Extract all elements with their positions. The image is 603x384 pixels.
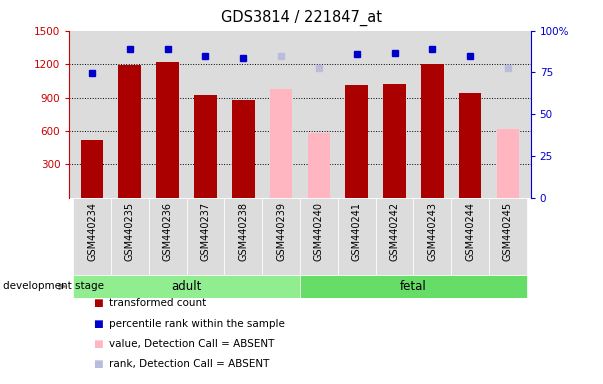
Text: GSM440234: GSM440234 [87,202,97,261]
FancyBboxPatch shape [186,198,224,275]
Text: GSM440235: GSM440235 [125,202,135,261]
FancyBboxPatch shape [451,198,489,275]
Bar [270,89,292,198]
FancyBboxPatch shape [489,198,527,275]
Bar [300,275,527,298]
Bar [194,95,217,198]
Text: GSM440242: GSM440242 [390,202,400,261]
Text: adult: adult [171,280,202,293]
Text: transformed count: transformed count [109,298,206,308]
Text: ■: ■ [93,298,103,308]
Bar [232,100,254,198]
Bar [156,63,179,198]
Bar [497,129,519,198]
FancyBboxPatch shape [73,198,111,275]
Text: ■: ■ [93,319,103,329]
Text: GSM440243: GSM440243 [428,202,437,261]
FancyBboxPatch shape [376,198,414,275]
Bar [421,64,444,198]
Text: development stage: development stage [3,281,104,291]
Text: percentile rank within the sample: percentile rank within the sample [109,319,285,329]
Text: GSM440245: GSM440245 [503,202,513,261]
Text: fetal: fetal [400,280,427,293]
Text: rank, Detection Call = ABSENT: rank, Detection Call = ABSENT [109,359,269,369]
FancyBboxPatch shape [224,198,262,275]
FancyBboxPatch shape [414,198,451,275]
FancyBboxPatch shape [300,198,338,275]
Text: GSM440239: GSM440239 [276,202,286,261]
Text: ■: ■ [93,359,103,369]
Text: GSM440238: GSM440238 [238,202,248,261]
Bar [119,65,141,198]
Text: GSM440236: GSM440236 [163,202,172,261]
Bar [346,85,368,198]
Bar [308,133,330,198]
Bar [81,140,103,198]
Bar [73,275,300,298]
Text: value, Detection Call = ABSENT: value, Detection Call = ABSENT [109,339,274,349]
FancyBboxPatch shape [262,198,300,275]
Text: GSM440237: GSM440237 [200,202,210,261]
Text: ■: ■ [93,339,103,349]
Text: GSM440241: GSM440241 [352,202,362,261]
FancyBboxPatch shape [111,198,149,275]
Text: GSM440240: GSM440240 [314,202,324,261]
FancyBboxPatch shape [149,198,186,275]
FancyBboxPatch shape [338,198,376,275]
Text: GDS3814 / 221847_at: GDS3814 / 221847_at [221,10,382,26]
Bar [459,93,481,198]
Bar [383,84,406,198]
Text: GSM440244: GSM440244 [465,202,475,261]
